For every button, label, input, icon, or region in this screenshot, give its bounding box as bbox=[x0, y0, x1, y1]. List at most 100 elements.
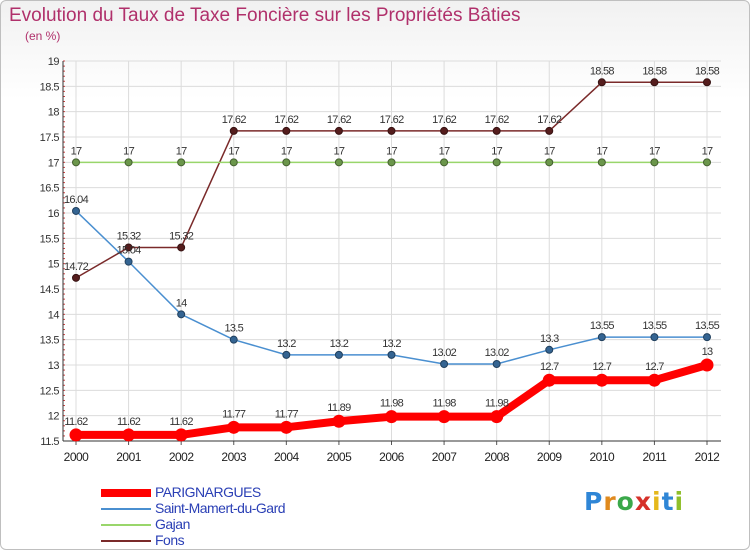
x-tick-label: 2007 bbox=[432, 450, 458, 464]
data-point-2 bbox=[124, 158, 133, 167]
x-tick-label: 2000 bbox=[64, 450, 90, 464]
data-label-3: 17.62 bbox=[222, 114, 247, 126]
data-label-3: 18.58 bbox=[590, 65, 615, 77]
data-point-2 bbox=[703, 158, 711, 167]
data-point-3 bbox=[72, 273, 80, 282]
logo-letter: x bbox=[634, 487, 652, 516]
data-label-3: 18.58 bbox=[695, 65, 720, 77]
data-label-2: 17 bbox=[386, 145, 397, 157]
data-point-0 bbox=[490, 410, 504, 424]
chart-title: Evolution du Taux de Taxe Foncière sur l… bbox=[9, 5, 521, 26]
x-tick-label: 2004 bbox=[274, 450, 300, 464]
data-point-1 bbox=[177, 310, 186, 319]
data-point-0 bbox=[595, 373, 609, 387]
data-label-1: 13.02 bbox=[485, 347, 510, 359]
data-point-2 bbox=[387, 158, 396, 167]
data-point-2 bbox=[72, 158, 80, 167]
data-label-1: 13.2 bbox=[277, 338, 296, 350]
y-tick-label: 18 bbox=[48, 107, 60, 119]
proxiti-logo: Proxiti bbox=[584, 487, 684, 516]
data-point-2 bbox=[440, 158, 449, 167]
logo-letter: i bbox=[674, 487, 685, 516]
data-label-0: 12.7 bbox=[593, 361, 612, 373]
x-tick-label: 2005 bbox=[327, 450, 353, 464]
x-tick-label: 2002 bbox=[169, 450, 195, 464]
y-tick-label: 19 bbox=[48, 56, 60, 68]
series-lines bbox=[69, 78, 714, 442]
data-label-3: 17.62 bbox=[485, 114, 510, 126]
data-label-0: 12.7 bbox=[540, 361, 559, 373]
data-point-1 bbox=[124, 257, 133, 266]
data-point-2 bbox=[545, 158, 554, 167]
data-point-3 bbox=[177, 243, 186, 252]
data-point-1 bbox=[650, 333, 659, 342]
data-point-2 bbox=[597, 158, 606, 167]
data-point-2 bbox=[177, 158, 186, 167]
data-point-3 bbox=[334, 126, 343, 135]
data-point-2 bbox=[282, 158, 291, 167]
data-label-2: 17 bbox=[123, 145, 134, 157]
data-label-1: 15.04 bbox=[117, 245, 142, 257]
data-point-0 bbox=[69, 428, 83, 442]
y-tick-label: 15 bbox=[48, 259, 60, 271]
data-point-0 bbox=[332, 414, 346, 428]
y-tick-label: 13.5 bbox=[40, 335, 60, 347]
data-point-1 bbox=[229, 335, 238, 344]
y-tick-label: 12 bbox=[48, 411, 60, 423]
data-label-0: 12.7 bbox=[645, 361, 664, 373]
data-point-3 bbox=[229, 126, 238, 135]
legend-swatch bbox=[101, 489, 151, 497]
logo-letter: o bbox=[616, 487, 635, 516]
data-label-2: 17 bbox=[176, 145, 187, 157]
data-label-3: 17.62 bbox=[327, 114, 352, 126]
data-label-1: 13.02 bbox=[432, 347, 457, 359]
data-point-1 bbox=[703, 333, 711, 342]
data-point-0 bbox=[279, 420, 293, 434]
y-tick-label: 17.5 bbox=[40, 132, 60, 144]
legend-swatch bbox=[101, 524, 151, 526]
data-label-1: 14 bbox=[176, 297, 187, 309]
data-label-2: 17 bbox=[491, 145, 502, 157]
data-label-2: 17 bbox=[544, 145, 555, 157]
data-point-3 bbox=[440, 126, 449, 135]
data-label-3: 15.32 bbox=[117, 230, 142, 242]
data-point-1 bbox=[545, 345, 554, 354]
data-label-3: 14.72 bbox=[64, 261, 89, 273]
data-point-3 bbox=[597, 78, 606, 87]
x-tick-label: 2009 bbox=[537, 450, 563, 464]
logo-letter: P bbox=[584, 487, 604, 516]
data-point-3 bbox=[650, 78, 659, 87]
logo-letter: i bbox=[652, 487, 662, 516]
y-tick-label: 16.5 bbox=[40, 183, 60, 195]
data-label-0: 11.77 bbox=[222, 408, 246, 420]
x-tick-label: 2001 bbox=[116, 450, 142, 464]
axes: 11.5 12 12.5 13 13.5 14 14.5 15 15.5 16 16.5 17 17.5… bbox=[40, 56, 721, 464]
data-point-0 bbox=[542, 373, 556, 387]
x-tick-label: 2008 bbox=[484, 450, 510, 464]
data-label-0: 11.98 bbox=[380, 398, 404, 410]
x-tick-label: 2011 bbox=[643, 450, 668, 464]
y-tick-label: 15.5 bbox=[40, 233, 60, 245]
data-label-2: 17 bbox=[228, 145, 239, 157]
data-point-2 bbox=[492, 158, 501, 167]
data-point-1 bbox=[72, 206, 80, 215]
data-label-3: 17.62 bbox=[537, 114, 562, 126]
data-label-1: 16.04 bbox=[64, 194, 89, 206]
unit-label: (en %) bbox=[25, 29, 61, 43]
data-label-1: 13.2 bbox=[382, 338, 401, 350]
data-point-2 bbox=[229, 158, 238, 167]
data-label-0: 11.77 bbox=[275, 408, 299, 420]
y-tick-label: 13 bbox=[48, 360, 60, 372]
data-label-2: 17 bbox=[649, 145, 660, 157]
data-label-0: 13 bbox=[702, 346, 713, 358]
legend-label: PARIGNARGUES bbox=[155, 484, 261, 500]
data-point-0 bbox=[227, 420, 241, 434]
data-point-1 bbox=[440, 359, 449, 368]
data-label-0: 11.98 bbox=[432, 398, 456, 410]
data-label-1: 13.55 bbox=[695, 320, 720, 332]
x-tick-label: 2012 bbox=[695, 450, 721, 464]
y-tick-label: 17 bbox=[48, 157, 60, 169]
data-label-2: 17 bbox=[702, 145, 713, 157]
